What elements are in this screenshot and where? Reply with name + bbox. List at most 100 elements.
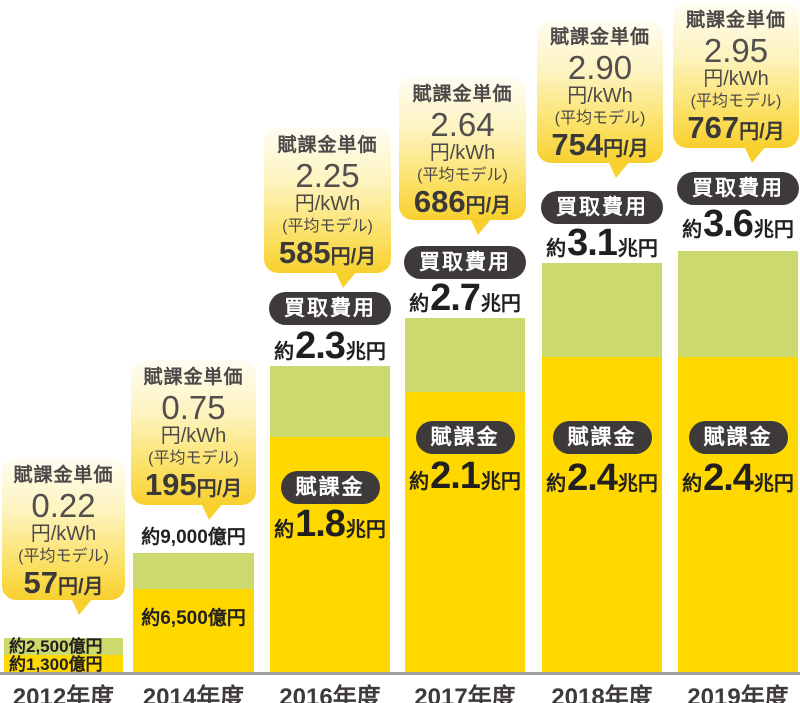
trillion-yen-unit: 兆円 <box>345 341 386 363</box>
surcharge-amount-label-2014: 約6,500億円 <box>141 608 246 629</box>
surcharge-badge: 賦課金 <box>688 421 788 454</box>
monthly-cost-unit: 円/月 <box>603 138 649 160</box>
callout-tail-icon <box>470 218 493 235</box>
trillion-yen-unit: 兆円 <box>617 238 658 260</box>
trillion-yen-unit: 兆円 <box>480 471 521 493</box>
callout-2019: 賦課金単価 2.95 円/kWh (平均モデル) 767円/月 <box>673 3 799 163</box>
year-label-2017: 2017年度 <box>414 684 516 703</box>
callout-title: 賦課金単価 <box>13 465 114 486</box>
unit-price-unit: 円/kWh <box>30 523 97 545</box>
surcharge-amount: 約2.4兆円 <box>538 458 666 506</box>
surcharge-segment-2014 <box>133 589 254 673</box>
callout-title: 賦課金単価 <box>277 135 378 156</box>
bar-group-2014: 賦課金単価 0.75 円/kWh (平均モデル) 195円/月 約9,000億円… <box>131 0 256 703</box>
surcharge-badge-row: 賦課金 <box>538 421 666 457</box>
callout-tail-icon <box>70 598 93 615</box>
buy-cost-badge: 買取費用 <box>404 246 526 279</box>
trillion-yen-unit: 兆円 <box>480 293 521 315</box>
monthly-cost-value: 195 <box>144 467 197 502</box>
year-label-2018: 2018年度 <box>551 684 653 703</box>
callout-2017: 賦課金単価 2.64 円/kWh (平均モデル) 686円/月 <box>399 77 526 235</box>
callout-tail-icon <box>743 146 766 163</box>
model-label: (平均モデル) <box>282 218 373 235</box>
buy-cost-badge: 買取費用 <box>541 191 663 224</box>
purchase-cost-segment-2019 <box>678 251 798 357</box>
surcharge-value: 2.4 <box>703 457 754 499</box>
surcharge-badge-row: 賦課金 <box>674 421 800 457</box>
model-label: (平均モデル) <box>554 110 646 127</box>
unit-price-value: 0.22 <box>31 487 96 524</box>
callout-2016: 賦課金単価 2.25 円/kWh (平均モデル) 585円/月 <box>264 128 391 288</box>
buy-cost-amount: 約3.1兆円 <box>538 223 666 271</box>
surcharge-amount: 約2.1兆円 <box>401 456 529 504</box>
callout-title: 賦課金単価 <box>685 10 786 31</box>
buy-cost-amount: 約2.7兆円 <box>401 278 529 326</box>
monthly-cost-unit: 円/月 <box>57 576 104 598</box>
callout-tail-icon <box>201 503 223 520</box>
monthly-cost-unit: 円/月 <box>330 246 377 268</box>
approx-prefix: 約 <box>682 219 703 241</box>
monthly-cost-value: 57 <box>23 565 58 600</box>
model-label: (平均モデル) <box>18 548 109 565</box>
unit-price-value: 0.75 <box>161 389 226 426</box>
callout-2018: 賦課金単価 2.90 円/kWh (平均モデル) 754円/月 <box>537 20 663 178</box>
monthly-cost-value: 686 <box>413 184 466 219</box>
surcharge-amount: 約1.8兆円 <box>266 504 394 552</box>
monthly-cost-unit: 円/月 <box>196 478 243 500</box>
buy-cost-value: 3.1 <box>567 222 618 264</box>
monthly-cost: 767円/月 <box>673 111 799 149</box>
approx-prefix: 約 <box>546 473 567 495</box>
unit-price-unit: 円/kWh <box>160 425 227 447</box>
total-amount-label-2014: 約9,000億円 <box>141 527 246 548</box>
monthly-cost: 195円/月 <box>131 468 256 506</box>
callout-title: 賦課金単価 <box>412 84 513 105</box>
bar-group-2016: 賦課金単価 2.25 円/kWh (平均モデル) 585円/月 買取費用 約2.… <box>264 0 391 703</box>
approx-prefix: 約 <box>274 341 295 363</box>
surcharge-segment-2018 <box>542 357 662 673</box>
monthly-cost-unit: 円/月 <box>465 195 512 217</box>
monthly-cost-value: 767 <box>687 110 740 145</box>
bar-group-2017: 賦課金単価 2.64 円/kWh (平均モデル) 686円/月 買取費用 約2.… <box>399 0 526 703</box>
year-label-2014: 2014年度 <box>142 684 245 703</box>
purchase-cost-segment-2016 <box>270 366 390 437</box>
approx-prefix: 約 <box>274 519 295 541</box>
approx-prefix: 約 <box>546 238 567 260</box>
callout-title: 賦課金単価 <box>549 27 650 48</box>
year-label-2019: 2019年度 <box>687 684 789 703</box>
surcharge-amount: 約2.4兆円 <box>674 458 800 506</box>
buy-cost-value: 2.7 <box>430 277 481 319</box>
unit-price-value: 2.64 <box>430 106 495 143</box>
buy-cost-value: 2.3 <box>295 325 346 367</box>
buy-cost-badge-row: 買取費用 <box>538 191 666 227</box>
approx-prefix: 約 <box>409 471 430 493</box>
monthly-cost-value: 585 <box>278 235 331 270</box>
buy-cost-badge-row: 買取費用 <box>674 172 800 208</box>
buy-cost-badge: 買取費用 <box>677 172 799 205</box>
monthly-cost-unit: 円/月 <box>739 121 785 143</box>
surcharge-badge: 賦課金 <box>280 471 380 504</box>
monthly-cost: 686円/月 <box>399 185 526 223</box>
callout-tail-icon <box>335 271 358 288</box>
bar-group-2018: 賦課金単価 2.90 円/kWh (平均モデル) 754円/月 買取費用 約3.… <box>537 0 663 703</box>
monthly-cost: 585円/月 <box>264 236 391 274</box>
monthly-cost: 754円/月 <box>537 128 663 166</box>
surcharge-amount-label-2012: 約1,300億円 <box>9 655 103 674</box>
callout-2014: 賦課金単価 0.75 円/kWh (平均モデル) 195円/月 <box>131 360 256 520</box>
surcharge-value: 1.8 <box>295 503 346 545</box>
approx-prefix: 約 <box>409 293 430 315</box>
model-label: (平均モデル) <box>417 167 508 184</box>
unit-price-value: 2.90 <box>567 49 633 86</box>
x-axis-line <box>0 672 800 675</box>
surcharge-value: 2.1 <box>430 455 481 497</box>
trillion-yen-unit: 兆円 <box>617 473 658 495</box>
purchase-cost-segment-2017 <box>405 318 525 392</box>
purchase-cost-segment-2018 <box>542 263 662 357</box>
purchase-cost-segment-2014 <box>133 553 254 589</box>
total-amount-label-2012: 約2,500億円 <box>9 637 103 656</box>
model-label: (平均モデル) <box>690 93 782 110</box>
unit-price-value: 2.25 <box>295 157 360 194</box>
surcharge-badge: 賦課金 <box>415 421 515 454</box>
callout-title: 賦課金単価 <box>143 367 244 388</box>
trillion-yen-unit: 兆円 <box>345 519 386 541</box>
